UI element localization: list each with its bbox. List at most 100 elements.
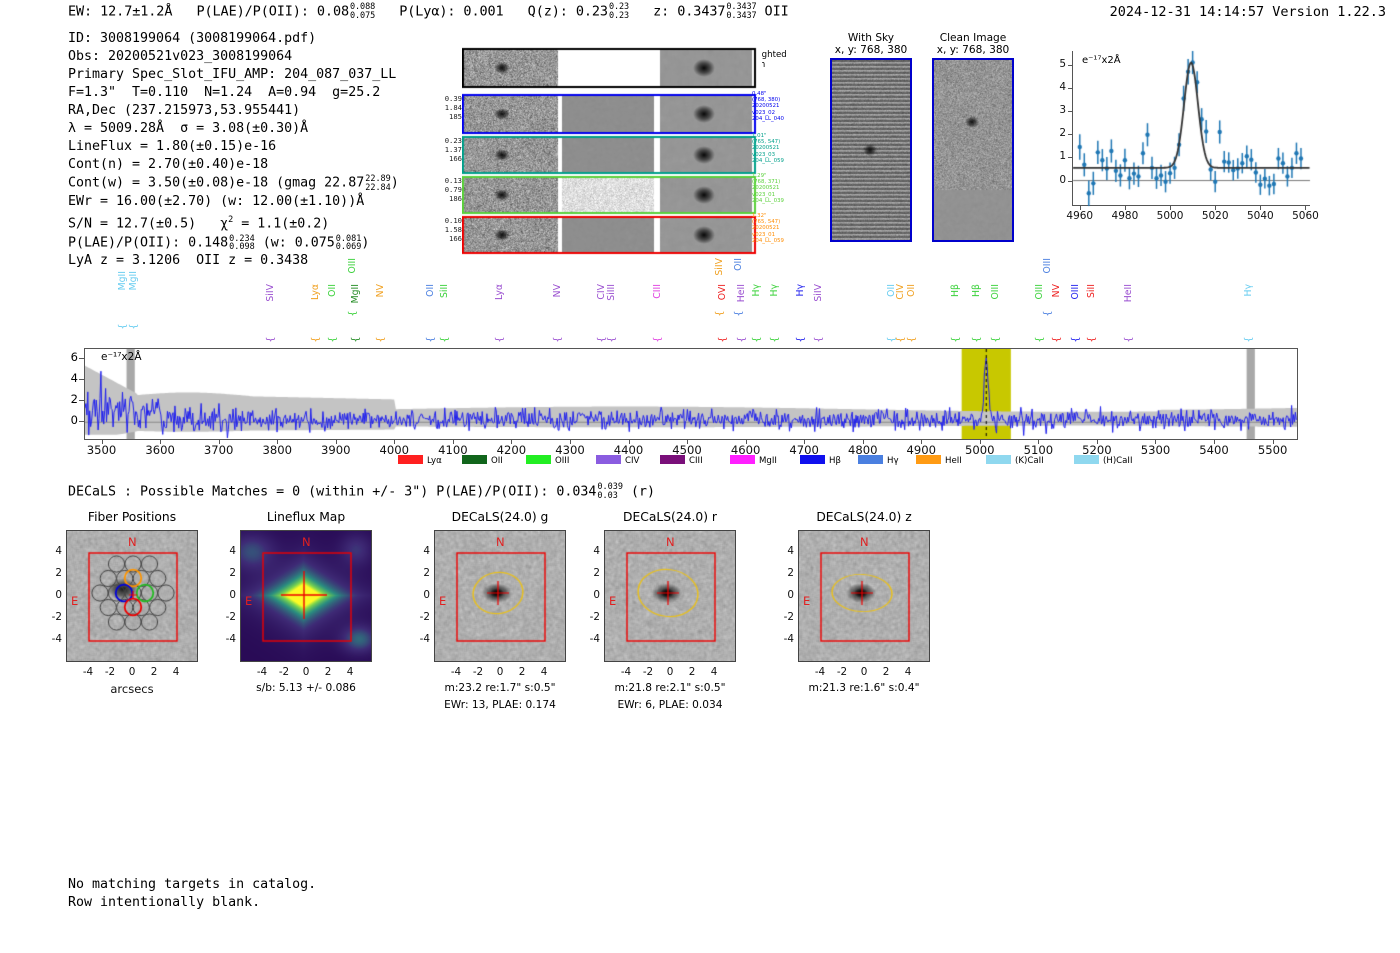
spectrum-line-label-OIII: OIII xyxy=(989,284,1001,300)
spec2d-image xyxy=(462,34,762,256)
spectrum-line-brace: } xyxy=(265,336,277,343)
legend-swatch xyxy=(858,455,883,464)
legend-label: Hβ xyxy=(829,456,841,466)
decals-cutout-canvas-1 xyxy=(241,531,371,661)
decals-panel-title-0: Fiber Positions xyxy=(87,510,177,524)
spectrum-line-brace: } xyxy=(732,310,744,317)
fit-ytick: 4 xyxy=(1059,81,1066,93)
decals-ytick: 0 xyxy=(593,589,600,601)
decals-ytick: -2 xyxy=(419,611,430,623)
legend-label: CIV xyxy=(625,456,640,466)
fit-ytick: 1 xyxy=(1059,150,1066,163)
compass-east-2: E xyxy=(439,594,447,608)
fit-ytick-mark xyxy=(1068,180,1072,182)
compass-north-2: N xyxy=(496,535,505,549)
spectrum-axes: e⁻¹⁷x2Å xyxy=(84,348,1298,440)
spectrum-line-label-OIII: OIII xyxy=(1034,284,1046,300)
decals-cutout-0 xyxy=(66,530,198,662)
legend-item-CIII: CIII xyxy=(660,455,703,466)
decals-caption1-2: m:23.2 re:1.7" s:0.5" xyxy=(444,682,556,694)
decals-xtick: 2 xyxy=(150,666,158,678)
info-cont-w: Cont(w) = 3.50(±0.08)e-18 (gmag 22.8722.… xyxy=(68,174,399,194)
spectrum-line-brace: } xyxy=(905,336,917,343)
spectrum-xtick-mark xyxy=(804,439,806,444)
spectrum-line-label-H: Hγ xyxy=(1243,284,1255,297)
spectrum-line-brace: } xyxy=(768,336,780,343)
spectrum-xtick-mark xyxy=(394,439,396,444)
info-seeing-params: F=1.3" T=0.110 N=1.24 A=0.94 g=25.2 xyxy=(68,85,381,101)
spectrum-line-brace: } xyxy=(349,336,361,343)
footer-note: No matching targets in catalog. Row inte… xyxy=(68,876,316,913)
decals-xtick: -2 xyxy=(836,666,848,678)
spectrum-xtick: 3600 xyxy=(145,443,175,457)
decals-ytick: -4 xyxy=(783,633,794,645)
detection-info-block: ID: 3008199064 (3008199064.pdf) Obs: 202… xyxy=(68,30,399,270)
withsky-coords: x, y: 768, 380 xyxy=(834,44,908,56)
decals-ytick: 2 xyxy=(787,567,794,579)
info-radec: RA,Dec (237.215973,53.955441) xyxy=(68,103,301,119)
info-redshifts: LyA z = 3.1206 OII z = 0.3438 xyxy=(68,253,309,269)
decals-xtick: 4 xyxy=(540,666,548,678)
spectrum-xtick-mark xyxy=(569,439,571,444)
decals-ytick: 4 xyxy=(423,545,430,557)
info-cont-n: Cont(n) = 2.70(±0.40)e-18 xyxy=(68,157,269,173)
fit-xtick-mark xyxy=(1215,206,1217,210)
spectrum-line-label-SiIV: SiIV xyxy=(713,258,725,276)
decals-ytick: 4 xyxy=(787,545,794,557)
spectrum-line-label-SiII: SiII xyxy=(1086,284,1098,298)
spectrum-line-brace: } xyxy=(950,336,962,343)
fiber-meta-3: 1.32" (765, 547) 20200521 v023_01 204_LL… xyxy=(752,213,784,244)
spectrum-line-brace: } xyxy=(751,336,763,343)
spectrum-ytick: 4 xyxy=(70,371,78,386)
decals-xtick: -4 xyxy=(450,666,462,678)
spectrum-xtick: 4100 xyxy=(438,443,468,457)
decals-ytick: 4 xyxy=(229,545,236,557)
compass-north-4: N xyxy=(860,535,869,549)
spectrum-line-brace: } xyxy=(895,336,907,343)
fit-xtick: 4960 xyxy=(1066,210,1094,222)
decals-ytick: 2 xyxy=(55,567,62,579)
decals-ytick: -2 xyxy=(51,611,62,623)
fit-xtick-mark xyxy=(1260,206,1262,210)
spectrum-line-label-NV: NV xyxy=(1051,284,1063,298)
decals-ytick: 2 xyxy=(229,567,236,579)
decals-xtick: -4 xyxy=(814,666,826,678)
fiber-weights-1: 0.23 1.37 166 xyxy=(444,136,462,164)
decals-ytick: -4 xyxy=(419,633,430,645)
footer-line-1: No matching targets in catalog. xyxy=(68,877,317,892)
header-plae-lo: 0.075 xyxy=(350,10,376,21)
decals-caption1-3: m:21.8 re:2.1" s:0.5" xyxy=(614,682,726,694)
spectrum-line-label-MgII: MgII xyxy=(349,284,361,304)
header-plae-label: P(LAE)/P(OII): xyxy=(196,3,309,20)
spectrum-line-label-OII: OII xyxy=(424,284,436,297)
spectrum-xtick-mark xyxy=(1038,439,1040,444)
spectrum-line-label-SiIV: SiIV xyxy=(812,284,824,302)
decals-caption1-4: m:21.3 re:1.6" s:0.4" xyxy=(808,682,920,694)
spectrum-line-label-OIII: OIII xyxy=(1042,258,1054,274)
cleanimage-image xyxy=(932,58,1014,242)
legend-label: Hγ xyxy=(887,456,899,466)
fit-ytick-mark xyxy=(1068,157,1072,159)
withsky-image xyxy=(830,58,912,242)
spectrum-line-brace: } xyxy=(812,336,824,343)
spectrum-line-brace: } xyxy=(1033,336,1045,343)
decals-ytick: -4 xyxy=(589,633,600,645)
info-sn-chi2: S/N = 12.7(±0.5) χ2 = 1.1(±0.2) xyxy=(68,215,330,232)
spectrum-line-label-H: Hγ xyxy=(768,284,780,297)
spectrum-xtick: 3800 xyxy=(262,443,292,457)
spectrum-line-label-OVI: OVI xyxy=(717,284,729,301)
legend-swatch xyxy=(730,455,755,464)
legend-label: HeII xyxy=(945,456,962,466)
spectrum-xtick-mark xyxy=(979,439,981,444)
fit-xtick-mark xyxy=(1079,206,1081,210)
spectrum-line-brace: } xyxy=(347,310,359,317)
fit-xtick-mark xyxy=(1124,206,1126,210)
fit-ytick-mark xyxy=(1068,111,1072,113)
spectrum-xtick-mark xyxy=(745,439,747,444)
decals-ytick: 0 xyxy=(229,589,236,601)
decals-ytick: 0 xyxy=(55,589,62,601)
spectrum-ytick: 6 xyxy=(70,350,78,365)
legend-item-HeII: HeII xyxy=(916,455,962,466)
decals-cutout-canvas-3 xyxy=(605,531,735,661)
spectrum-xtick: 4400 xyxy=(613,443,644,457)
